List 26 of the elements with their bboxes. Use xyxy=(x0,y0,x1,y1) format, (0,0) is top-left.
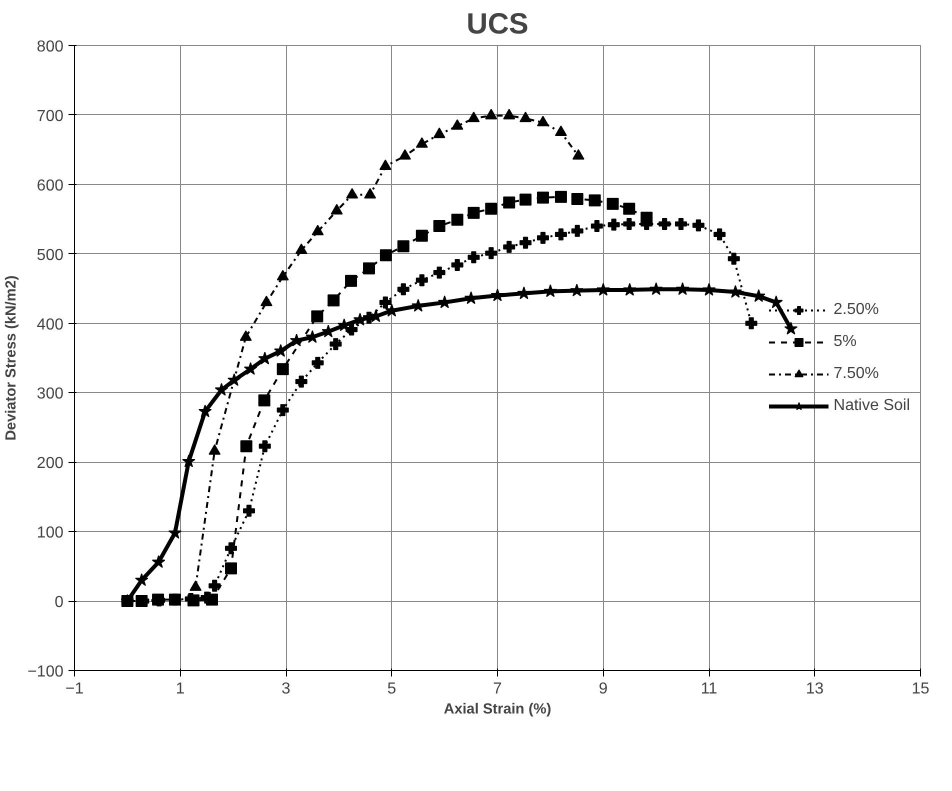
legend-label: 2.50% xyxy=(834,300,879,318)
y-tick-label: 300 xyxy=(36,386,64,403)
y-tick-label: 700 xyxy=(36,108,64,125)
y-axis-title: Deviator Stress (kN/m2) xyxy=(3,275,20,441)
x-tick-label: 11 xyxy=(700,680,718,698)
x-tick-label: 13 xyxy=(806,680,824,698)
x-tick-label: 15 xyxy=(912,680,930,698)
x-tick-label: 9 xyxy=(598,680,608,698)
x-tick-label: 1 xyxy=(176,680,185,698)
x-tick-label: −1 xyxy=(65,680,84,698)
legend-label: Native Soil xyxy=(834,396,910,414)
y-tick-label: 400 xyxy=(36,316,64,334)
y-tick-label: 100 xyxy=(36,524,64,542)
y-tick-label: 800 xyxy=(36,38,64,56)
legend-label: 5% xyxy=(834,332,857,350)
x-tick-label: 3 xyxy=(282,680,291,698)
chart-title: UCS xyxy=(466,8,528,40)
y-tick-label: 200 xyxy=(36,455,64,472)
y-tick-label: 0 xyxy=(54,594,64,612)
legend-label: 7.50% xyxy=(834,364,879,382)
y-tick-label: 600 xyxy=(36,177,64,194)
x-axis-title: Axial Strain (%) xyxy=(444,702,552,718)
x-tick-label: 7 xyxy=(493,680,502,698)
y-tick-label: 500 xyxy=(36,246,64,264)
x-tick-label: 5 xyxy=(387,680,396,698)
y-tick-label: −100 xyxy=(27,664,64,680)
